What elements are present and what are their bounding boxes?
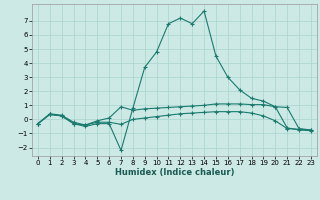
X-axis label: Humidex (Indice chaleur): Humidex (Indice chaleur)	[115, 168, 234, 177]
